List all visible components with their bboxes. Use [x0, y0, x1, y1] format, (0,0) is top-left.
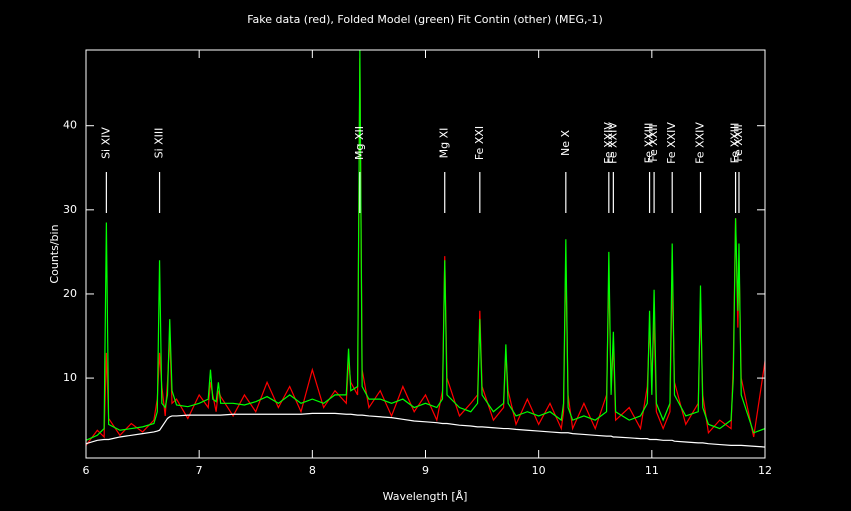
line-label: Fe XXII	[732, 124, 745, 162]
x-tick-label: 8	[309, 464, 316, 477]
line-label: Fe XXIV	[602, 122, 615, 164]
line-label: Si XIV	[99, 127, 112, 159]
x-tick-label: 10	[532, 464, 546, 477]
x-tick-label: 6	[83, 464, 90, 477]
line-label: Mg XI	[438, 128, 451, 159]
x-tick-label: 11	[645, 464, 659, 477]
line-label: Fe XXIII	[729, 123, 742, 164]
y-tick-label: 20	[63, 287, 77, 300]
line-label: Fe XXIV	[693, 122, 706, 164]
chart-title: Fake data (red), Folded Model (green) Fi…	[247, 13, 603, 26]
line-label: Si XIII	[153, 128, 166, 159]
line-label: Fe XXIV	[665, 122, 678, 164]
line-label: Mg XII	[353, 126, 366, 160]
series-line	[86, 50, 765, 441]
x-axis-label: Wavelength [Å]	[383, 490, 468, 503]
series-line	[86, 412, 765, 448]
line-label: Ne X	[559, 130, 572, 156]
y-tick-label: 40	[63, 119, 77, 132]
line-label: Fe XXIV	[606, 122, 619, 164]
line-label: Fe XXI	[473, 126, 486, 160]
plot-area	[86, 50, 765, 448]
y-tick-label: 10	[63, 371, 77, 384]
x-tick-label: 9	[422, 464, 429, 477]
line-label: Fe XXIII	[643, 123, 656, 164]
y-axis-label: Counts/bin	[48, 224, 61, 283]
y-tick-label: 30	[63, 203, 77, 216]
x-tick-label: 12	[758, 464, 772, 477]
x-tick-label: 7	[196, 464, 203, 477]
line-label: Fe XXII	[647, 124, 660, 162]
